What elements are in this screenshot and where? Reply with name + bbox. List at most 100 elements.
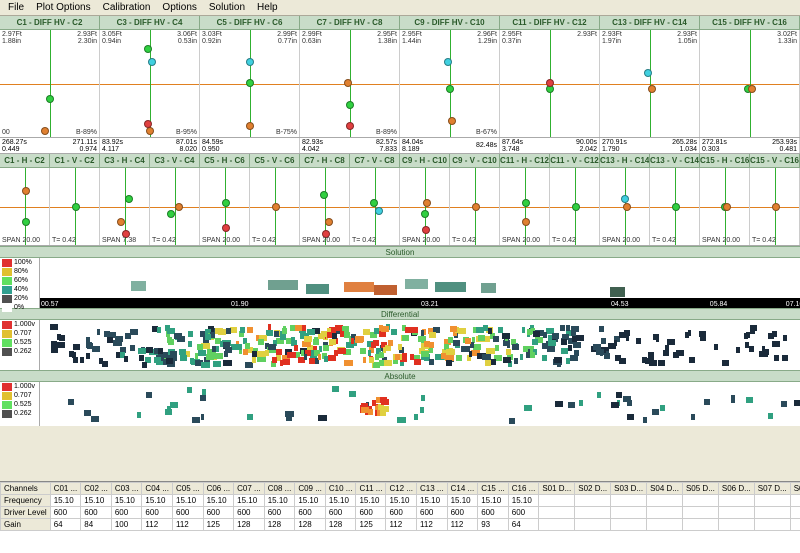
table-cell[interactable]: 600 (111, 507, 142, 519)
hv-plot-cell[interactable]: T= 0.42 (250, 168, 300, 245)
diff-plot-cell[interactable]: 2.93Ft1.97in2.93Ft1.05in (600, 30, 700, 137)
table-col-header[interactable]: S02 D... (575, 483, 611, 495)
table-cell[interactable]: 125 (203, 519, 234, 531)
table-cell[interactable] (754, 507, 790, 519)
menu-plot-options[interactable]: Plot Options (30, 2, 96, 13)
channel-table-wrap[interactable]: ChannelsC01 ...C02 ...C03 ...C04 ...C05 … (0, 481, 800, 553)
table-cell[interactable] (790, 495, 800, 507)
table-cell[interactable]: 600 (295, 507, 326, 519)
table-cell[interactable]: 128 (325, 519, 356, 531)
hv-plot-cell[interactable]: SPAN 20.00 (700, 168, 750, 245)
table-cell[interactable]: 600 (417, 507, 448, 519)
differential-canvas[interactable] (40, 320, 800, 370)
diff-plot-cell[interactable]: 2.99Ft0.63in2.95Ft1.38inB-89% (300, 30, 400, 137)
table-cell[interactable] (611, 519, 647, 531)
table-col-header[interactable]: S04 D... (647, 483, 683, 495)
table-cell[interactable] (539, 519, 575, 531)
table-col-header[interactable]: C03 ... (111, 483, 142, 495)
table-cell[interactable]: 600 (264, 507, 295, 519)
table-cell[interactable] (790, 507, 800, 519)
table-col-header[interactable]: C05 ... (173, 483, 204, 495)
table-col-header[interactable]: C09 ... (295, 483, 326, 495)
table-cell[interactable]: 600 (478, 507, 509, 519)
table-cell[interactable]: 600 (447, 507, 478, 519)
table-col-header[interactable]: C13 ... (417, 483, 448, 495)
menu-calibration[interactable]: Calibration (97, 2, 157, 13)
table-cell[interactable] (611, 507, 647, 519)
table-col-header[interactable]: C14 ... (447, 483, 478, 495)
table-cell[interactable]: 15.10 (203, 495, 234, 507)
table-col-header[interactable]: C07 ... (234, 483, 265, 495)
table-cell[interactable] (682, 519, 718, 531)
hv-plot-cell[interactable]: T= 0.42 (750, 168, 800, 245)
table-cell[interactable]: 15.10 (50, 495, 81, 507)
table-col-header[interactable]: S07 D... (754, 483, 790, 495)
diff-plot-cell[interactable]: 3.05Ft0.94in3.06Ft0.53inB-95% (100, 30, 200, 137)
menu-options[interactable]: Options (156, 2, 202, 13)
menu-help[interactable]: Help (251, 2, 284, 13)
absolute-canvas[interactable] (40, 382, 800, 426)
table-cell[interactable] (718, 507, 754, 519)
table-cell[interactable]: 15.10 (447, 495, 478, 507)
table-cell[interactable]: 15.10 (264, 495, 295, 507)
hv-plot-cell[interactable]: T= 0.42 (550, 168, 600, 245)
table-cell[interactable] (718, 519, 754, 531)
table-cell[interactable]: 600 (508, 507, 539, 519)
table-col-header[interactable]: C11 ... (356, 483, 386, 495)
table-col-header[interactable]: C15 ... (478, 483, 509, 495)
table-col-header[interactable]: C16 ... (508, 483, 539, 495)
hv-plot-cell[interactable]: T= 0.42 (350, 168, 400, 245)
hv-plot-cell[interactable]: SPAN 20.00 (200, 168, 250, 245)
table-cell[interactable]: 15.10 (111, 495, 142, 507)
table-col-header[interactable]: Channels (1, 483, 51, 495)
table-col-header[interactable]: S08 D... (790, 483, 800, 495)
table-col-header[interactable]: S03 D... (611, 483, 647, 495)
hv-plot-cell[interactable]: T= 0.42 (150, 168, 200, 245)
diff-plot-cell[interactable]: 2.95Ft0.37in2.93Ft (500, 30, 600, 137)
table-col-header[interactable]: C12 ... (386, 483, 417, 495)
table-cell[interactable]: 15.10 (386, 495, 417, 507)
table-cell[interactable]: 600 (203, 507, 234, 519)
table-cell[interactable]: 600 (234, 507, 265, 519)
table-col-header[interactable]: C06 ... (203, 483, 234, 495)
table-col-header[interactable]: S01 D... (539, 483, 575, 495)
table-cell[interactable]: 15.10 (173, 495, 204, 507)
table-cell[interactable]: 600 (173, 507, 204, 519)
table-cell[interactable]: 600 (356, 507, 386, 519)
table-cell[interactable] (575, 519, 611, 531)
table-col-header[interactable]: S06 D... (718, 483, 754, 495)
table-cell[interactable] (682, 495, 718, 507)
table-cell[interactable]: 84 (81, 519, 112, 531)
menu-file[interactable]: File (2, 2, 30, 13)
table-cell[interactable]: 112 (142, 519, 173, 531)
hv-plot-cell[interactable]: SPAN 20.00 (300, 168, 350, 245)
hv-plot-cell[interactable]: SPAN 20.00 (500, 168, 550, 245)
table-col-header[interactable]: C01 ... (50, 483, 81, 495)
table-cell[interactable]: 15.10 (417, 495, 448, 507)
table-cell[interactable] (611, 495, 647, 507)
table-cell[interactable]: 15.10 (325, 495, 356, 507)
table-cell[interactable] (539, 507, 575, 519)
table-cell[interactable]: 64 (508, 519, 539, 531)
table-cell[interactable]: 128 (234, 519, 265, 531)
table-cell[interactable] (575, 507, 611, 519)
table-cell[interactable]: 15.10 (234, 495, 265, 507)
table-cell[interactable]: 15.10 (81, 495, 112, 507)
table-cell[interactable]: 15.10 (356, 495, 386, 507)
hv-plot-cell[interactable]: SPAN 20.00 (0, 168, 50, 245)
table-cell[interactable]: 93 (478, 519, 509, 531)
table-cell[interactable] (647, 519, 683, 531)
table-cell[interactable] (754, 495, 790, 507)
table-cell[interactable] (539, 495, 575, 507)
table-cell[interactable] (754, 519, 790, 531)
table-cell[interactable] (647, 507, 683, 519)
diff-plot-cell[interactable]: 3.03Ft0.92in2.99Ft0.77inB-75% (200, 30, 300, 137)
hv-plot-cell[interactable]: T= 0.42 (50, 168, 100, 245)
solution-canvas[interactable]: 00.5701.9003.2104.5305.8407.16 (40, 258, 800, 308)
diff-plot-cell[interactable]: 2.97Ft1.88in2.93Ft2.30in00B-89% (0, 30, 100, 137)
diff-plot-cell[interactable]: 3.02Ft1.33in (700, 30, 800, 137)
hv-plot-cell[interactable]: SPAN 20.00 (600, 168, 650, 245)
table-cell[interactable]: 600 (386, 507, 417, 519)
table-cell[interactable] (790, 519, 800, 531)
diff-plot-cell[interactable]: 2.95Ft1.44in2.96Ft1.29inB-67% (400, 30, 500, 137)
